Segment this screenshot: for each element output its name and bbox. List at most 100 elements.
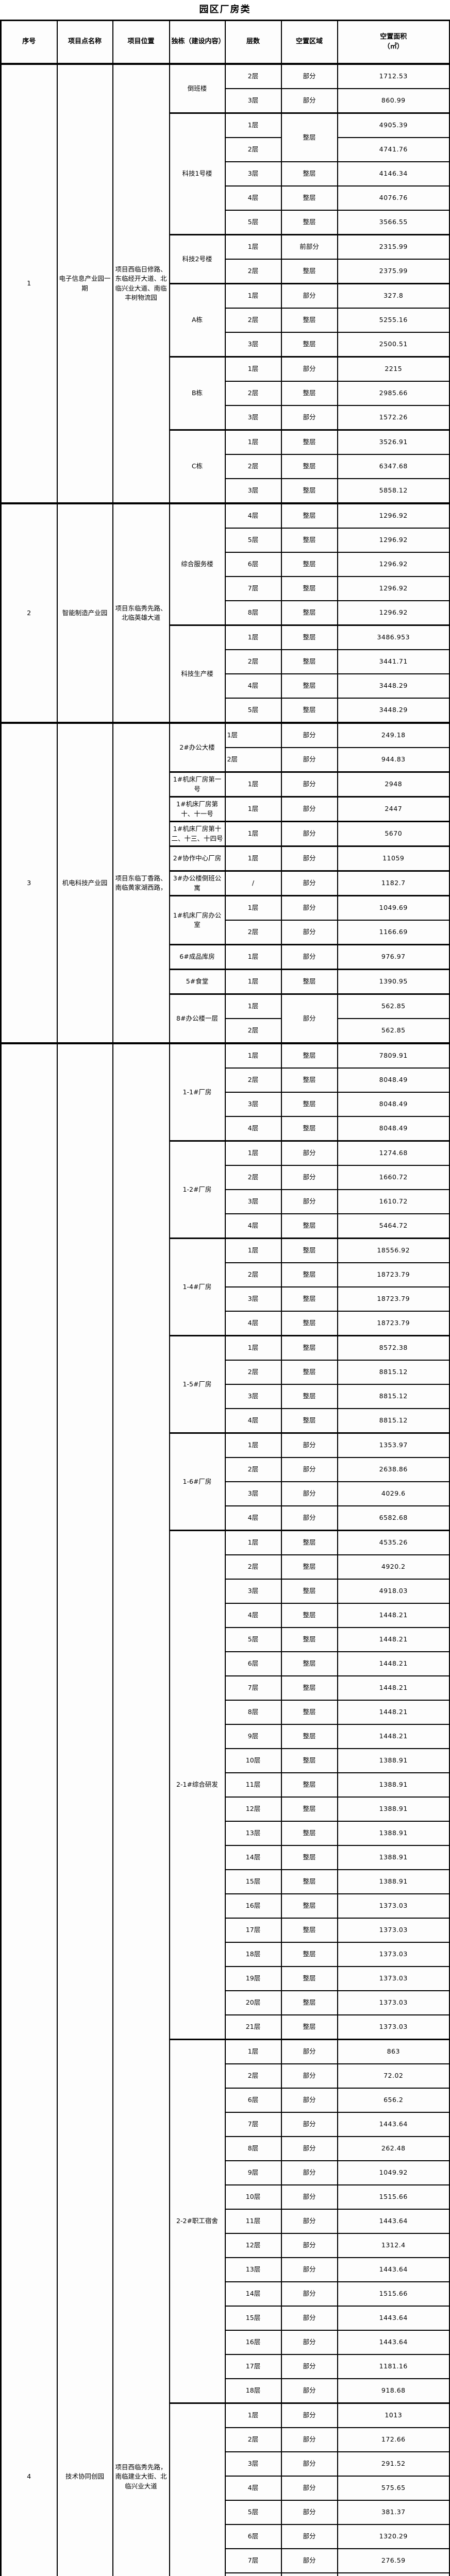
- floor-cell: 3层: [224, 1384, 282, 1409]
- table-row: 6层 部分 656.2: [1, 2088, 450, 2113]
- building-name: 2#办公大楼: [169, 722, 226, 773]
- floor-cell: 6层: [224, 2088, 282, 2113]
- project-location: 项目东临秀先路、北临英雄大道: [112, 502, 170, 723]
- vacant-size-cell: 3441.71: [337, 649, 450, 674]
- table-row: 15层 整层 1388.91: [1, 1869, 450, 1894]
- vacant-area-cell: 部分: [280, 2476, 338, 2501]
- floor-cell: 2层: [224, 454, 282, 479]
- floor-cell: 2层: [224, 1554, 282, 1580]
- table-row: 13层 部分 1443.64: [1, 2257, 450, 2282]
- floor-cell: 9层: [224, 2160, 282, 2185]
- vacant-size-cell: 8048.49: [337, 1116, 450, 1142]
- table-row: 3 机电科技产业园 项目东临丁香路、南临黄家湖西路， 2#办公大楼 1层 部分 249.18: [0, 722, 450, 1044]
- vacant-area-cell: 整层: [280, 502, 338, 529]
- floor-cell: 1层: [224, 112, 282, 138]
- vacant-area-cell: 整层: [280, 185, 338, 211]
- vacant-size-cell: 1013: [337, 2402, 450, 2428]
- vacant-area-cell: 部分: [280, 1457, 338, 1482]
- vacant-area-cell: 部分: [280, 771, 338, 798]
- vacant-area-cell: 部分: [280, 283, 338, 309]
- vacant-area-cell: 部分: [280, 1505, 338, 1531]
- vacant-area-cell: 整层: [280, 1772, 338, 1798]
- table-row: 2层 整层 8048.49: [1, 1067, 450, 1093]
- floor-cell: 2层: [224, 2063, 282, 2089]
- floor-cell: 1层: [224, 993, 282, 1019]
- floor-cell: /: [224, 870, 282, 896]
- table-row: 1-2#厂房 1层 部分 1274.68: [1, 1140, 450, 1239]
- vacant-area-cell: 部分: [280, 63, 338, 89]
- vacant-size-cell: 8815.12: [337, 1360, 450, 1385]
- vacant-area-cell: 整层: [280, 1942, 338, 1967]
- floor-cell: 2层: [224, 1262, 282, 1287]
- table-row: 8层 部分 262.48: [1, 2136, 450, 2161]
- vacant-size-cell: 262.48: [337, 2136, 450, 2161]
- vacant-size-cell: 1373.03: [337, 1990, 450, 2015]
- project-name: 技术协同创园: [56, 1042, 113, 2576]
- table-row: 9层 部分 1049.92: [1, 2160, 450, 2185]
- floor-cell: 4层: [224, 502, 282, 529]
- vacant-size-cell: 5255.16: [337, 308, 450, 333]
- vacant-size-cell: 1373.03: [337, 1918, 450, 1943]
- project-location: 项目西临秀先路，南临建业大街、北临兴业大道: [112, 1042, 170, 2576]
- vacant-area-cell: 部分: [280, 2427, 338, 2452]
- table-row: 2层 整层 2375.99: [1, 259, 450, 284]
- table-row: 14层 整层 1388.91: [1, 1845, 450, 1870]
- vacant-area-cell: 整层: [280, 1335, 338, 1361]
- table-row: 3层 整层 2500.51: [1, 332, 450, 358]
- floor-cell: 2层: [224, 1018, 282, 1044]
- table-row: 7层 整层 1296.92: [1, 576, 450, 601]
- floor-cell: 4层: [224, 1603, 282, 1628]
- table-row: 13层 整层 1388.91: [1, 1821, 450, 1846]
- vacant-size-cell: 4076.76: [337, 185, 450, 211]
- project-location: 项目西临日修路、东临经开大道、北临兴业大道、南临丰树物流园: [112, 63, 170, 504]
- table-row: 3#办公楼倒班公寓 / 部分 1182.7: [1, 870, 450, 896]
- floor-cell: 10层: [224, 1748, 282, 1773]
- vacant-area-cell: 整层: [280, 1067, 338, 1093]
- project-name: 电子信息产业园一期: [56, 63, 113, 504]
- table-row: 4层 整层 18723.79: [1, 1311, 450, 1336]
- project-name: 机电科技产业园: [56, 722, 113, 1044]
- vacant-area-cell: 整层: [280, 1238, 338, 1263]
- table-row: 6#成品库房 1层 部分 976.97: [1, 944, 450, 970]
- vacant-area-cell: 部分: [280, 2524, 338, 2549]
- table-row: 2层 整层 2985.66: [1, 381, 450, 406]
- vacant-area-cell: 部分: [280, 2233, 338, 2258]
- vacant-size-cell: 4146.34: [337, 161, 450, 187]
- table-row: 1#机床厂房第一号 1层 部分 2948: [1, 771, 450, 798]
- floor-cell: 4层: [224, 185, 282, 211]
- vacant-area-cell: 部分: [280, 796, 338, 822]
- vacant-area-cell: 部分: [280, 870, 338, 896]
- vacant-size-cell: 562.85: [337, 993, 450, 1019]
- table-row: 4 技术协同创园 项目西临秀先路，南临建业大街、北临兴业大道 1-1#厂房 1层 整层 78…: [0, 1042, 450, 2576]
- table-row: 2层 部分 72.02: [1, 2063, 450, 2089]
- vacant-area-cell: 整层: [280, 1360, 338, 1385]
- table-row: 2-2#职工宿舍 1层 部分 863: [1, 2039, 450, 2404]
- vacant-size-cell: 1660.72: [337, 1165, 450, 1190]
- table-row: 2层 562.85: [1, 1018, 450, 1044]
- vacant-size-cell: 72.02: [337, 2063, 450, 2089]
- table-row: 18层 整层 1373.03: [1, 1942, 450, 1967]
- table-row: 4层 整层 4076.76: [1, 185, 450, 211]
- vacant-size-cell: 2948: [337, 771, 450, 798]
- vacant-size-cell: 2375.99: [337, 259, 450, 284]
- table-row: 5层 整层 1296.92: [1, 528, 450, 553]
- vacant-area-cell: 部分: [280, 2112, 338, 2137]
- vacant-area-cell: 整层: [280, 1384, 338, 1409]
- vacant-area-cell: 部分: [280, 2184, 338, 2210]
- vacant-area-cell: 部分: [280, 2451, 338, 2477]
- table-row: 3层 整层 8815.12: [1, 1384, 450, 1409]
- vacant-area-cell: 整层: [280, 600, 338, 626]
- vacant-size-cell: 2638.86: [337, 1457, 450, 1482]
- vacant-size-cell: 1448.21: [337, 1724, 450, 1749]
- vacant-size-cell: 1448.21: [337, 1700, 450, 1725]
- floor-cell: 13层: [224, 2257, 282, 2282]
- building-name: 2-1#综合研发: [169, 1530, 226, 2040]
- table-row: 19层 整层 1373.03: [1, 1966, 450, 1991]
- vacant-area-cell: 整层: [280, 673, 338, 699]
- vacant-size-cell: 1373.03: [337, 1942, 450, 1967]
- floor-cell: 3层: [224, 332, 282, 358]
- floor-cell: 7层: [224, 576, 282, 601]
- vacant-size-cell: 1181.16: [337, 2354, 450, 2379]
- vacant-area-cell: 整层: [280, 1651, 338, 1676]
- table-row: 9层部分259.04: [1, 2572, 450, 2576]
